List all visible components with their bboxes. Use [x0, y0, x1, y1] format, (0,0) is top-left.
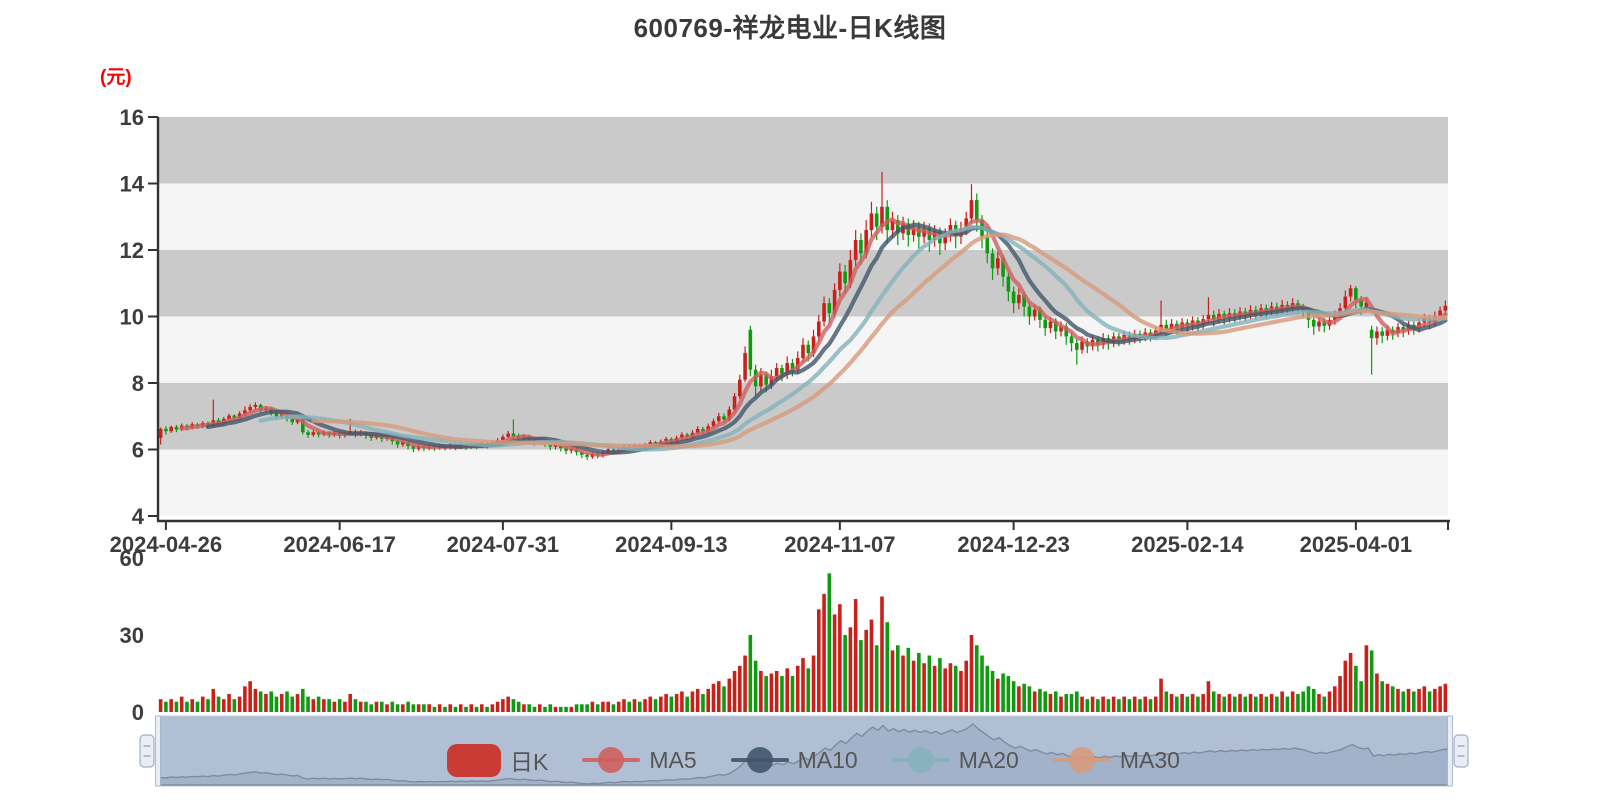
svg-text:2025-04-01: 2025-04-01 [1300, 532, 1413, 557]
ma5-line [179, 217, 1448, 457]
legend-item-daily-k[interactable]: 日K [447, 743, 548, 777]
ma30-legend-icon [1052, 747, 1111, 773]
navigator-left-handle[interactable] [139, 715, 161, 787]
legend-label: 日K [510, 749, 549, 775]
svg-text:2025-02-14: 2025-02-14 [1131, 532, 1244, 557]
volume-axis-ticks: 60 30 0 [120, 546, 144, 725]
data-zoom-navigator[interactable] [139, 715, 1469, 787]
ma20-line [258, 224, 1448, 452]
ma10-legend-icon [730, 747, 789, 773]
legend-label: MA30 [1119, 746, 1180, 773]
ma20-legend-icon [891, 747, 950, 773]
svg-text:14: 14 [120, 172, 145, 197]
legend-item-ma10[interactable]: MA10 [730, 746, 858, 774]
legend-label: MA20 [958, 746, 1019, 773]
ma-lines [179, 217, 1448, 457]
navigator-right-handle[interactable] [1447, 715, 1469, 787]
svg-text:2024-07-31: 2024-07-31 [447, 532, 560, 557]
legend-label: MA5 [649, 746, 697, 773]
daily-k-legend-swatch [447, 743, 501, 777]
svg-text:4: 4 [132, 504, 145, 529]
navigator-area-chart [157, 723, 1451, 786]
legend-label: MA10 [797, 746, 858, 773]
plot-background-bands [158, 117, 1448, 516]
svg-text:0: 0 [132, 700, 144, 725]
svg-text:2024-09-13: 2024-09-13 [615, 532, 728, 557]
svg-text:16: 16 [120, 105, 144, 130]
legend-item-ma5[interactable]: MA5 [582, 746, 697, 774]
svg-text:30: 30 [120, 623, 144, 648]
svg-text:60: 60 [120, 546, 144, 571]
svg-text:6: 6 [132, 438, 144, 463]
ma10-line [205, 222, 1448, 455]
svg-text:2024-11-07: 2024-11-07 [784, 532, 895, 557]
legend-item-ma20[interactable]: MA20 [891, 746, 1019, 774]
svg-text:12: 12 [120, 238, 144, 263]
svg-text:2024-04-26: 2024-04-26 [110, 532, 223, 557]
svg-text:2024-06-17: 2024-06-17 [283, 532, 396, 557]
ma30-line [311, 232, 1448, 449]
x-axis-ticks: 2024-04-26 2024-06-17 2024-07-31 2024-09-13… [110, 521, 1449, 557]
svg-text:8: 8 [132, 371, 144, 396]
svg-text:2024-12-23: 2024-12-23 [957, 532, 1070, 557]
ma5-legend-icon [582, 747, 641, 773]
legend-item-ma30[interactable]: MA30 [1052, 746, 1180, 774]
svg-text:10: 10 [120, 305, 144, 330]
legend: 日K MA5 MA10 MA20 MA30 [447, 743, 1180, 777]
y-axis-unit-label: (元) [100, 67, 132, 88]
volume-bars [158, 573, 1448, 712]
chart-title: 600769-祥龙电业-日K线图 [633, 13, 947, 43]
y-axis-ticks: 16 14 12 10 8 6 4 [120, 105, 158, 529]
